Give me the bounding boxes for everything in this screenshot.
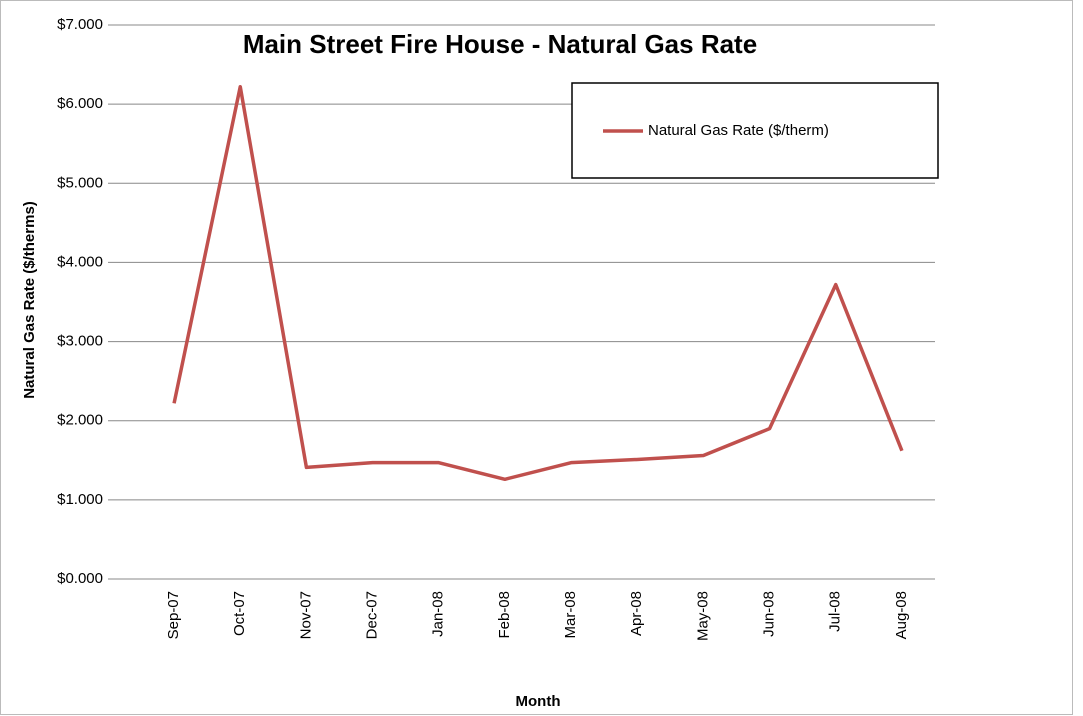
- x-tick-label: Aug-08: [893, 591, 910, 639]
- x-tick-label: Apr-08: [628, 591, 645, 636]
- x-tick-label: Nov-07: [297, 591, 314, 639]
- y-tick-label: $0.000: [57, 570, 103, 587]
- data-line: [172, 84, 904, 482]
- x-tick-label: Jun-08: [761, 591, 778, 637]
- chart-title: Main Street Fire House - Natural Gas Rat…: [243, 29, 757, 59]
- x-tick-label: Jan-08: [430, 591, 447, 637]
- x-tick-label: Jul-08: [827, 591, 844, 632]
- legend-label: Natural Gas Rate ($/therm): [648, 122, 829, 139]
- y-tick-label: $3.000: [57, 333, 103, 350]
- y-tick-label: $5.000: [57, 174, 103, 191]
- y-tick-label: $4.000: [57, 253, 103, 270]
- y-tick-label: $2.000: [57, 412, 103, 429]
- x-tick-label: Dec-07: [364, 591, 381, 639]
- x-tick-label: Mar-08: [562, 591, 579, 639]
- y-tick-label: $1.000: [57, 491, 103, 508]
- x-tick-label: Sep-07: [165, 591, 182, 639]
- x-tick-label: May-08: [694, 591, 711, 641]
- y-tick-label: $7.000: [57, 16, 103, 33]
- y-tick-label: $6.000: [57, 95, 103, 112]
- x-tick-label: Feb-08: [496, 591, 513, 639]
- y-axis-label: Natural Gas Rate ($/therms): [21, 201, 38, 399]
- x-axis-label: Month: [516, 693, 561, 710]
- x-tick-label: Oct-07: [231, 591, 248, 636]
